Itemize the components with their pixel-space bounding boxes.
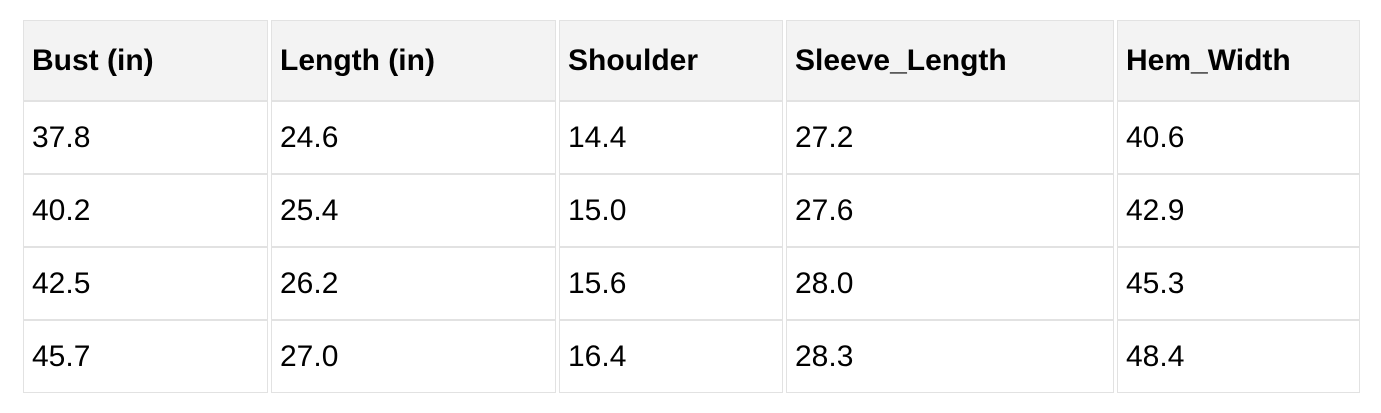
table-cell: 45.7 [23,320,268,393]
header-cell-sleeve-length: Sleeve_Length [786,20,1114,101]
header-cell-length-in: Length (in) [271,20,556,101]
table-cell: 40.2 [23,174,268,247]
table-cell: 45.3 [1117,247,1360,320]
table-row: 40.2 25.4 15.0 27.6 42.9 [23,174,1360,247]
table-header: Bust (in) Length (in) Shoulder Sleeve_Lengt… [23,20,1360,101]
table-cell: 14.4 [559,101,783,174]
table-cell: 25.4 [271,174,556,247]
table-cell: 40.6 [1117,101,1360,174]
table-row: 37.8 24.6 14.4 27.2 40.6 [23,101,1360,174]
table-cell: 26.2 [271,247,556,320]
table-cell: 42.9 [1117,174,1360,247]
table-body: 37.8 24.6 14.4 27.2 40.6 40.2 25.4 15.0 27.6 42.9… [23,101,1360,393]
header-cell-bust-in: Bust (in) [23,20,268,101]
table-cell: 28.3 [786,320,1114,393]
table-cell: 48.4 [1117,320,1360,393]
header-cell-hem-width: Hem_Width [1117,20,1360,101]
table-cell: 28.0 [786,247,1114,320]
table-cell: 27.6 [786,174,1114,247]
table-row: 42.5 26.2 15.6 28.0 45.3 [23,247,1360,320]
table-cell: 27.0 [271,320,556,393]
header-cell-shoulder: Shoulder [559,20,783,101]
table-cell: 15.0 [559,174,783,247]
table-cell: 37.8 [23,101,268,174]
size-chart-table: Bust (in) Length (in) Shoulder Sleeve_Lengt… [20,20,1363,393]
header-row: Bust (in) Length (in) Shoulder Sleeve_Lengt… [23,20,1360,101]
table-cell: 42.5 [23,247,268,320]
table-cell: 24.6 [271,101,556,174]
table-cell: 15.6 [559,247,783,320]
table-cell: 27.2 [786,101,1114,174]
table-row: 45.7 27.0 16.4 28.3 48.4 [23,320,1360,393]
table-cell: 16.4 [559,320,783,393]
